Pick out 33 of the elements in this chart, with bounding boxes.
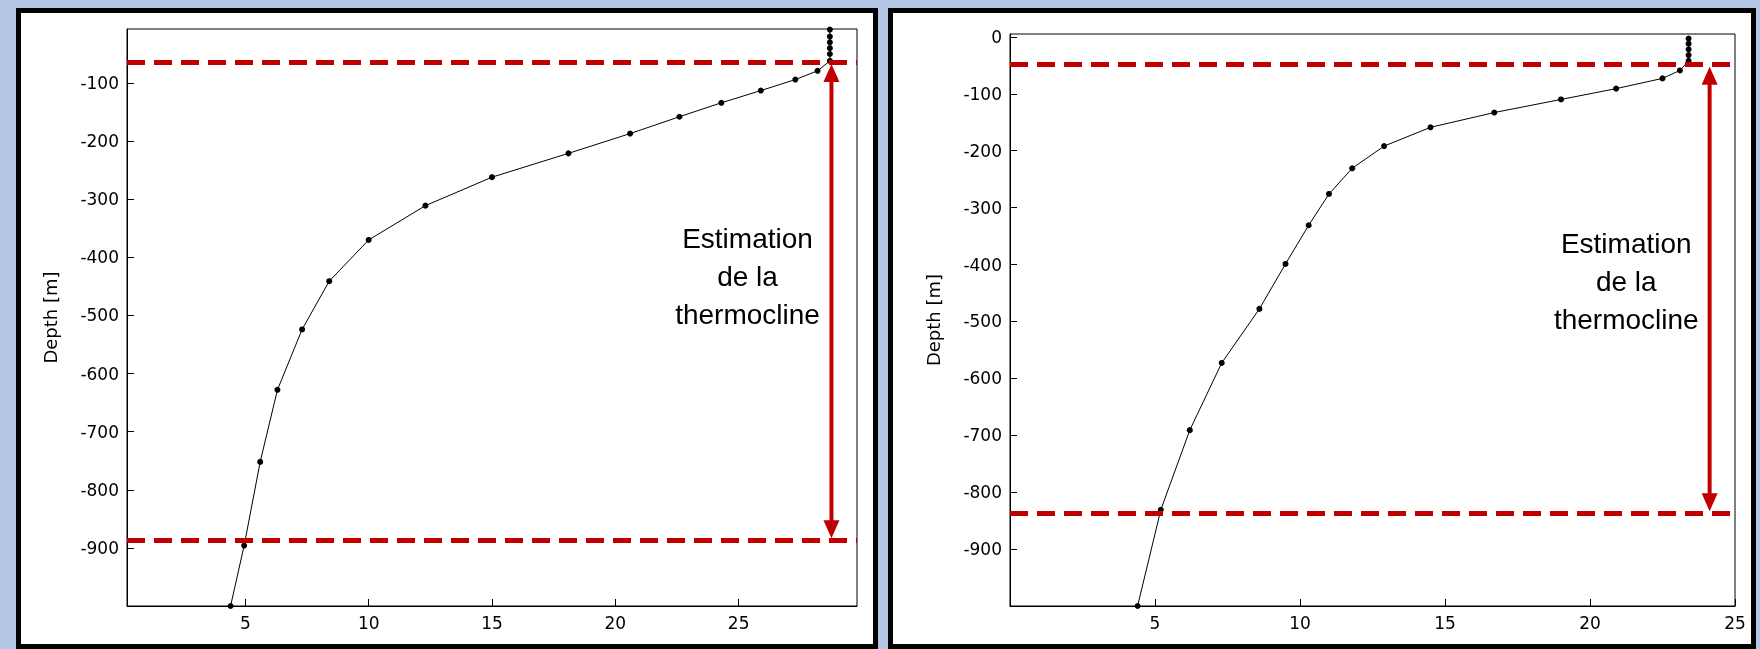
y-tick-label: -300: [963, 197, 1002, 218]
x-tick-label: 5: [239, 612, 251, 633]
x-tick-label: 20: [1579, 612, 1601, 633]
x-tick-label: 25: [1724, 612, 1746, 633]
x-tick-label: 10: [1289, 612, 1311, 633]
x-tick-label: 20: [604, 612, 627, 633]
y-tick-label: -800: [963, 482, 1002, 503]
y-tick-label: -300: [80, 189, 119, 210]
y-tick-label: -900: [963, 539, 1002, 560]
y-tick-label: -400: [963, 254, 1002, 275]
y-tick-label: -500: [963, 311, 1002, 332]
y-tick-label: -800: [80, 479, 119, 500]
y-tick-label: -200: [80, 131, 119, 152]
y-tick-label: -100: [80, 73, 119, 94]
x-tick-label: 10: [357, 612, 380, 633]
y-tick-label: -400: [80, 247, 119, 268]
y-tick-label: -900: [80, 537, 119, 558]
y-tick-label: -100: [963, 83, 1002, 104]
y-axis-title: Depth [m]: [922, 273, 944, 367]
x-tick-label: 25: [727, 612, 750, 633]
x-tick-label: 15: [481, 612, 503, 633]
x-tick-label: 15: [1434, 612, 1456, 633]
y-tick-label: -700: [80, 421, 119, 442]
y-tick-label: 0: [991, 26, 1002, 47]
annotation: Estimation de la thermocline: [675, 222, 820, 330]
y-axis-title: Depth [m]: [39, 271, 61, 364]
y-tick-label: -500: [80, 305, 119, 326]
annotation: Estimation de la thermocline: [1553, 227, 1699, 335]
x-tick-label: 5: [1149, 612, 1161, 633]
y-tick-label: -200: [963, 140, 1002, 161]
y-tick-label: -600: [80, 363, 119, 384]
y-tick-label: -600: [963, 368, 1002, 389]
y-tick-label: -700: [963, 425, 1002, 446]
